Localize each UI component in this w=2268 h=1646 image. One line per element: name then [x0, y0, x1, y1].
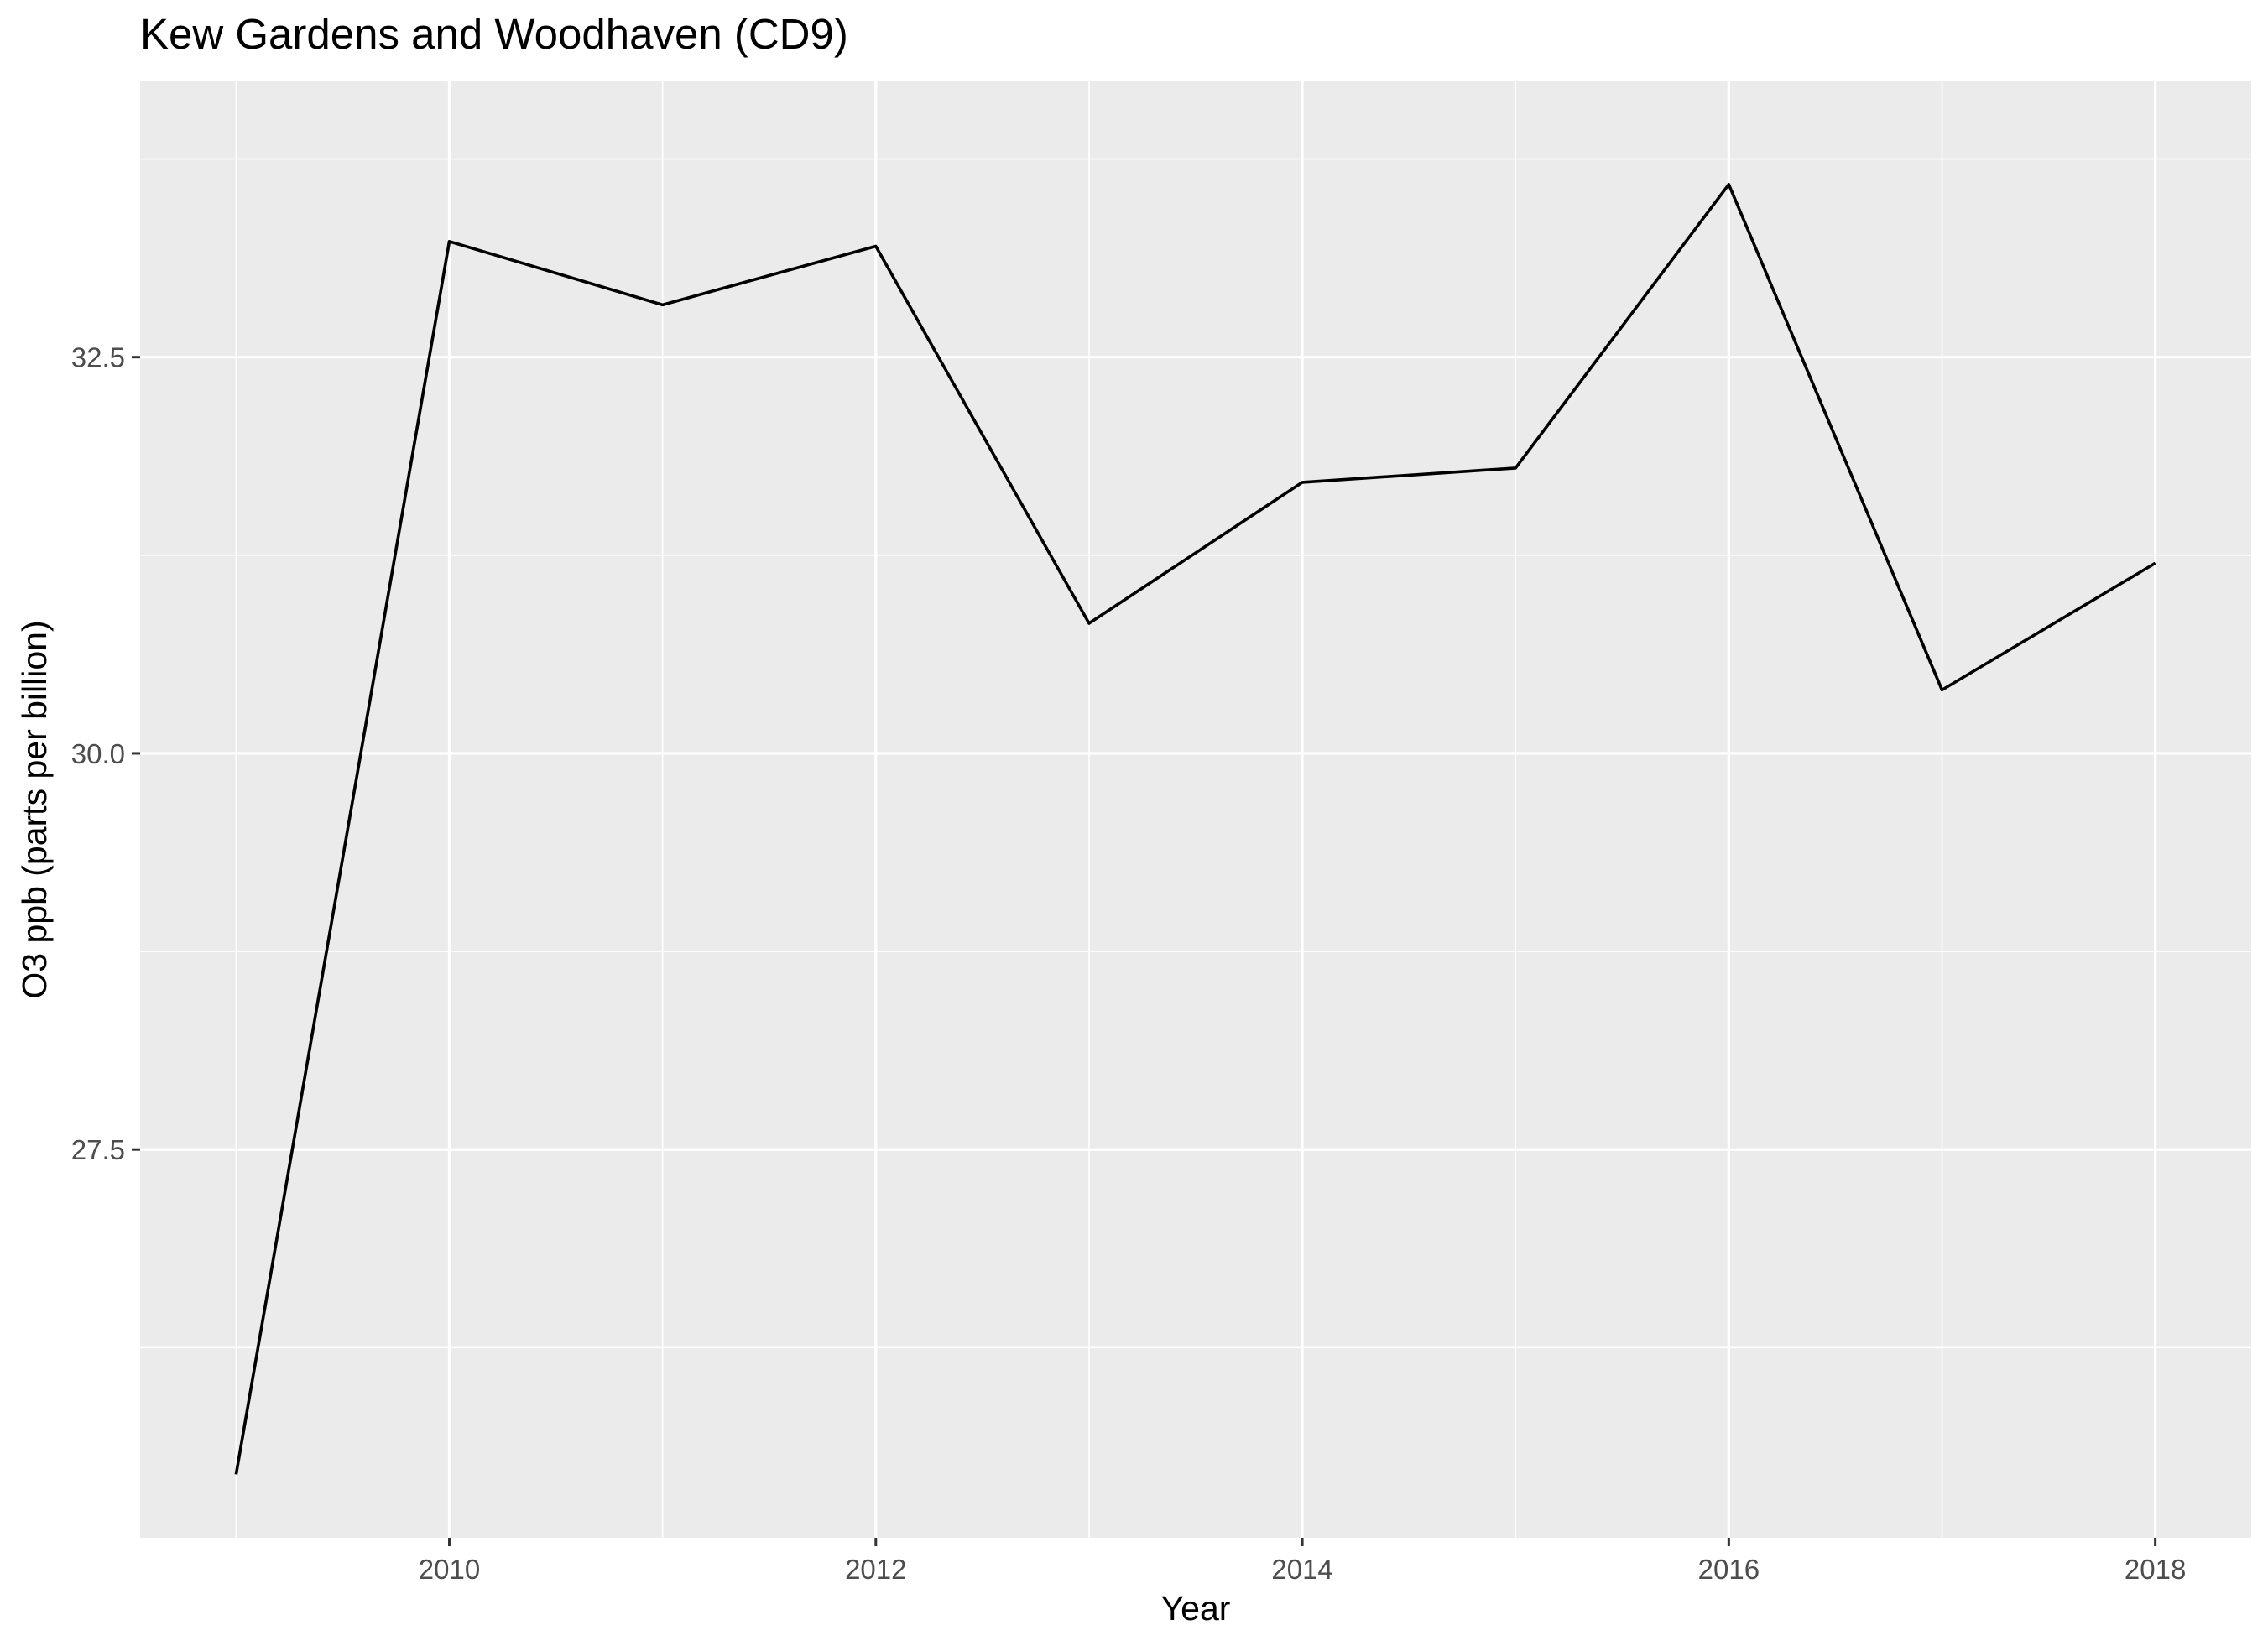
major-gridlines [140, 81, 2251, 1538]
chart-title: Kew Gardens and Woodhaven (CD9) [140, 10, 848, 58]
x-tick-label: 2018 [2125, 1554, 2186, 1585]
minor-gridlines [140, 81, 2251, 1538]
y-axis-title: O3 ppb (parts per billion) [15, 620, 54, 998]
series-line [234, 182, 2156, 1475]
y-tick-label: 30.0 [71, 738, 125, 769]
x-axis-title: Year [1161, 1589, 1231, 1628]
y-tick-label: 27.5 [71, 1134, 125, 1165]
plot-panel [140, 81, 2251, 1538]
y-tick-label: 32.5 [71, 342, 125, 373]
axes: 2010 2012 2014 2016 2018 27.5 30.0 32.5 [71, 342, 2187, 1585]
series-layer [234, 182, 2156, 1475]
x-tick-label: 2012 [845, 1554, 906, 1585]
x-tick-label: 2014 [1271, 1554, 1332, 1585]
x-tick-label: 2010 [419, 1554, 480, 1585]
x-tick-label: 2016 [1698, 1554, 1760, 1585]
